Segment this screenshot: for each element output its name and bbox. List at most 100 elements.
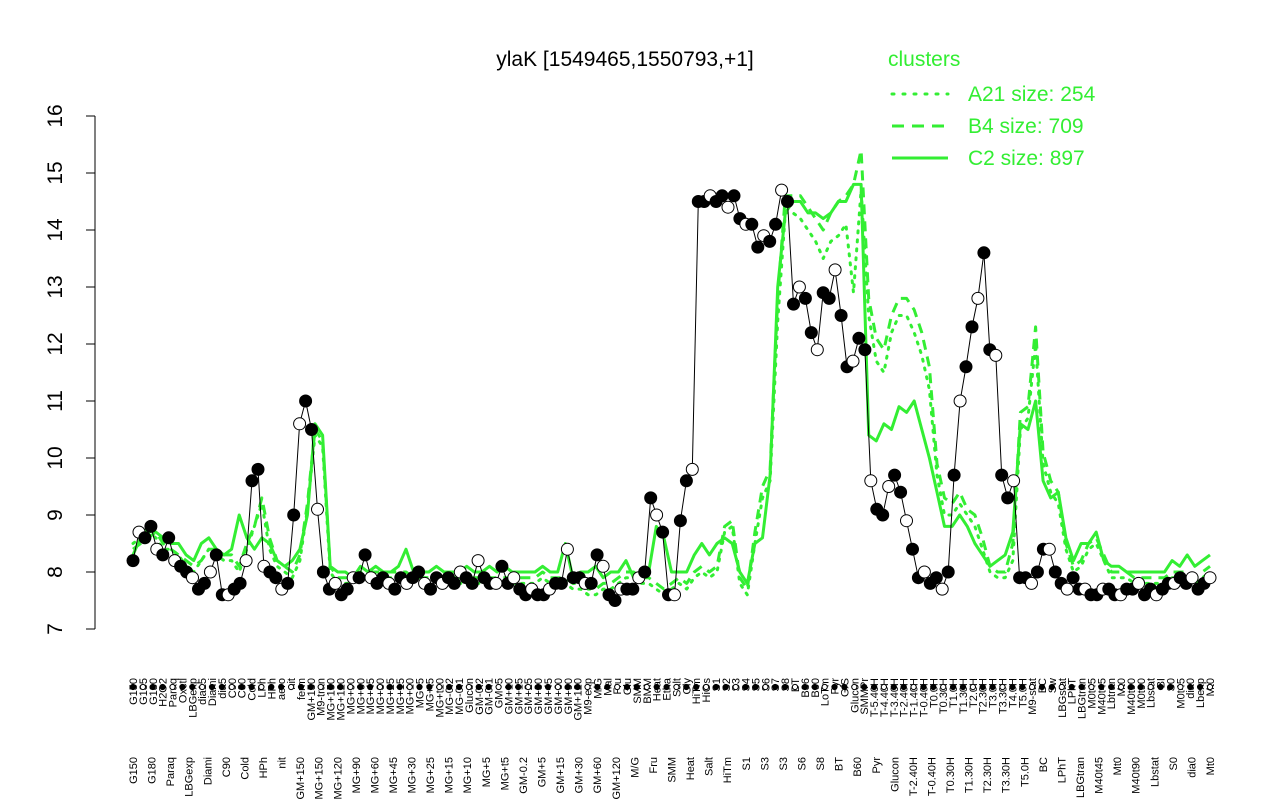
- x-tick-label: MG+25: [425, 757, 437, 793]
- legend: clusters A21 size: 254 B4 size: 709 C2 s…: [888, 48, 1096, 170]
- data-point: [311, 502, 324, 516]
- data-point: [798, 291, 812, 305]
- data-point: [929, 571, 943, 585]
- data-point: [834, 309, 848, 322]
- y-tick-label: 14: [44, 218, 67, 242]
- data-point: [953, 394, 967, 408]
- x-tick-marker: [940, 683, 947, 691]
- data-point: [560, 542, 574, 556]
- x-tick-label: MG+15: [444, 757, 456, 793]
- x-tick-label: Paraq: [165, 757, 177, 786]
- data-point: [745, 217, 759, 231]
- data-point: [608, 594, 622, 607]
- x-tick-marker: [930, 683, 937, 691]
- x-tick-marker: [831, 683, 838, 691]
- x-tick-marker: [268, 683, 275, 691]
- data-point: [721, 200, 735, 214]
- data-point: [965, 320, 979, 334]
- data-point: [465, 576, 479, 590]
- x-tick-marker: [791, 683, 799, 691]
- x-tick-marker: [1177, 683, 1184, 691]
- data-point: [917, 565, 931, 579]
- x-tick-marker: [1019, 683, 1026, 691]
- x-tick-label: LPhT: [1067, 678, 1079, 705]
- x-tick-marker: [999, 683, 1006, 691]
- x-tick-marker: [139, 683, 146, 691]
- data-point: [935, 582, 949, 596]
- y-tick-label: 7: [44, 623, 67, 635]
- data-point: [775, 183, 789, 197]
- series-line-dotted: [131, 188, 1212, 597]
- data-point: [340, 582, 354, 596]
- data-point: [299, 394, 313, 408]
- x-tick-label: S3: [778, 757, 790, 770]
- x-tick-label: Glucon: [889, 757, 901, 792]
- data-line: [132, 188, 1211, 602]
- x-tick-marker: [535, 683, 542, 691]
- data-point: [281, 576, 295, 590]
- data-point: [977, 246, 991, 260]
- x-tick-marker: [159, 683, 166, 691]
- x-tick-marker: [554, 683, 562, 691]
- x-tick-label: M/G: [629, 757, 641, 778]
- x-tick-marker: [564, 683, 571, 691]
- x-tick-marker: [495, 683, 502, 691]
- y-axis: 7 8 9 10 11 12 13 14 15 16: [44, 104, 96, 635]
- x-tick-marker: [208, 683, 216, 691]
- data-point: [245, 474, 259, 488]
- data-point: [197, 576, 211, 590]
- x-tick-marker: [821, 683, 828, 691]
- data-point: [1025, 576, 1038, 590]
- data-point: [1060, 582, 1074, 596]
- y-tick-label: 11: [44, 390, 67, 412]
- x-tick-marker: [752, 683, 759, 691]
- data-point: [792, 280, 806, 294]
- x-tick-marker: [623, 683, 631, 691]
- x-tick-marker: [228, 683, 235, 691]
- data-point: [233, 576, 247, 590]
- data-point: [763, 234, 777, 248]
- data-point: [1007, 474, 1021, 488]
- x-tick-label: GM+120: [611, 757, 623, 800]
- legend-label-c2: C2 size: 897: [968, 147, 1085, 170]
- data-point: [471, 554, 485, 568]
- x-tick-label: HPh: [258, 757, 270, 778]
- data-point: [126, 554, 140, 568]
- series-line-solid: [131, 182, 1211, 585]
- data-point: [584, 576, 598, 590]
- data-point: [1048, 565, 1062, 579]
- data-point: [727, 189, 741, 203]
- data-point: [358, 548, 372, 562]
- data-point: [685, 462, 699, 476]
- x-tick-marker: [426, 683, 433, 691]
- x-tick-label: MG+120: [332, 757, 344, 800]
- y-tick-label: 9: [44, 509, 67, 521]
- x-tick-marker: [1197, 683, 1204, 691]
- x-tick-marker: [801, 683, 809, 691]
- x-tick-label: T3.30H: [1001, 757, 1013, 793]
- x-tick-marker: [663, 683, 670, 691]
- chart-title: ylaK [1549465,1550793,+1]: [496, 48, 753, 71]
- x-tick-label: MG+45: [388, 757, 400, 793]
- data-point: [941, 565, 955, 579]
- x-tick-marker: [436, 683, 443, 691]
- series-lines: [131, 148, 1212, 597]
- x-tick-label: G180: [147, 757, 159, 784]
- x-tick-marker: [278, 683, 285, 691]
- x-tick-marker: [1009, 683, 1016, 691]
- x-tick-label: dia0: [1186, 757, 1198, 778]
- x-tick-label: BMM: [642, 678, 654, 704]
- data-point: [900, 514, 913, 528]
- data-point: [769, 217, 783, 231]
- x-tick-marker: [465, 683, 472, 691]
- x-tick-label: MG+150: [314, 757, 326, 800]
- x-tick-marker: [258, 683, 265, 691]
- data-point: [971, 291, 985, 305]
- x-tick-marker: [406, 683, 413, 691]
- x-tick-label: Oxctl: [177, 678, 189, 703]
- x-tick-label: Heat: [685, 757, 697, 780]
- x-tick-label: nit: [286, 678, 298, 690]
- data-point: [251, 462, 265, 476]
- data-point: [209, 548, 223, 562]
